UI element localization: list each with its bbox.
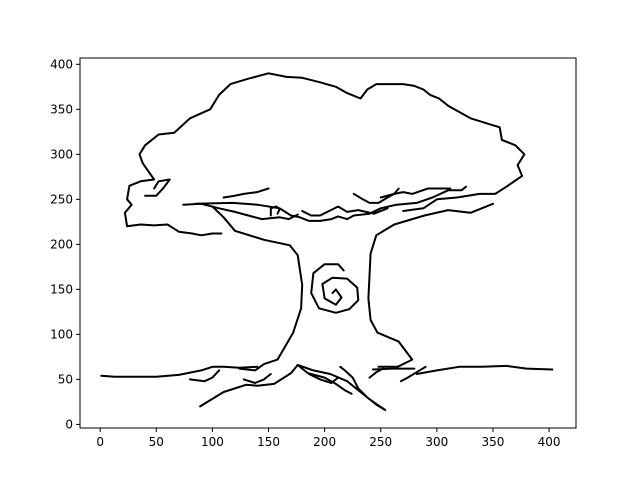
stroke-canopy-hook-3: [144, 178, 171, 197]
y-tick-label: 150: [50, 282, 73, 296]
x-tick-label: 400: [538, 435, 561, 449]
stroke-canopy-inner-1: [139, 223, 223, 237]
stroke-canopy-hook-4: [222, 187, 270, 199]
stroke-ground: [100, 365, 259, 378]
series-strokes: [100, 72, 554, 411]
y-tick-label: 50: [58, 372, 73, 386]
stroke-grass-2: [242, 373, 272, 384]
stroke-canopy-inner-2: [182, 202, 299, 221]
y-tick-label: 400: [50, 57, 73, 71]
stroke-ground-mid: [371, 367, 416, 371]
stroke-trunk-right: [367, 202, 494, 368]
x-axis-ticks: 0 50 100 150 200 250 300 350 400: [96, 428, 561, 449]
stroke-grass-3: [307, 373, 340, 384]
x-tick-label: 300: [425, 435, 448, 449]
stroke-grass-1: [189, 369, 221, 383]
y-tick-label: 200: [50, 237, 73, 251]
stroke-canopy-hook-2: [352, 187, 400, 204]
stroke-canopy-outline: [123, 72, 526, 228]
x-tick-label: 150: [257, 435, 280, 449]
stroke-grass-4: [399, 365, 427, 383]
stroke-canopy-hook-1: [269, 205, 281, 217]
stroke-root-center: [296, 364, 387, 411]
y-tick-label: 100: [50, 327, 73, 341]
x-tick-label: 250: [369, 435, 392, 449]
stroke-grass-5: [368, 367, 384, 379]
stroke-canopy-top: [194, 185, 467, 222]
stroke-canopy-inner-3: [301, 205, 389, 217]
stroke-ground-right: [415, 364, 554, 375]
x-tick-label: 200: [313, 435, 336, 449]
stroke-root-left: [199, 364, 299, 408]
stroke-trunk-left: [211, 205, 304, 372]
y-tick-label: 300: [50, 147, 73, 161]
x-tick-label: 350: [482, 435, 505, 449]
y-tick-label: 350: [50, 102, 73, 116]
x-tick-label: 100: [201, 435, 224, 449]
y-tick-label: 0: [65, 417, 73, 431]
y-axis-ticks: 0 50 100 150 200 250 300 350 400: [50, 57, 80, 431]
y-tick-label: 250: [50, 192, 73, 206]
stroke-knot-outer: [310, 263, 360, 314]
x-tick-label: 50: [149, 435, 164, 449]
stroke-root-center-left: [296, 364, 353, 395]
x-tick-label: 0: [96, 435, 104, 449]
plot-frame: [79, 57, 577, 429]
